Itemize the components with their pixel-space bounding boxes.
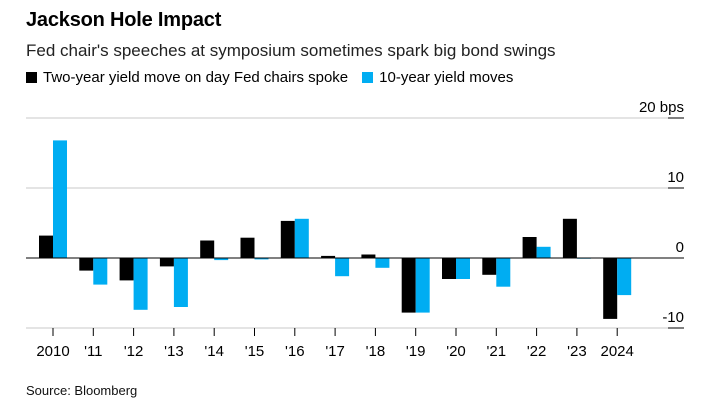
- bar-two-year: [361, 254, 376, 258]
- bar-two-year: [401, 258, 416, 313]
- bar-ten-year: [496, 258, 511, 287]
- bar-two-year: [442, 258, 456, 279]
- bar-ten-year: [173, 258, 188, 307]
- bar-two-year: [200, 240, 215, 258]
- bar-two-year: [562, 218, 577, 258]
- y-tick-label: 0: [676, 239, 684, 256]
- bar-ten-year: [93, 258, 108, 285]
- bar-ten-year: [294, 218, 309, 258]
- x-tick-label: 2024: [601, 343, 634, 360]
- bar-two-year: [39, 235, 53, 258]
- x-tick-label: '11: [84, 343, 102, 360]
- x-tick-label: 2010: [36, 343, 69, 360]
- x-tick-label: '19: [406, 343, 426, 360]
- bar-ten-year: [53, 140, 67, 258]
- bar-two-year: [321, 255, 336, 258]
- bar-ten-year: [254, 258, 269, 260]
- bar-ten-year: [335, 258, 350, 277]
- x-tick-label: '20: [446, 343, 466, 360]
- x-tick-label: '16: [285, 343, 305, 360]
- bar-ten-year: [456, 258, 470, 279]
- y-tick-label: -10: [662, 309, 684, 326]
- y-tick-label: 20 bps: [639, 99, 684, 116]
- bar-two-year: [482, 258, 497, 275]
- chart-title: Jackson Hole Impact: [26, 9, 222, 31]
- x-tick-label: '12: [124, 343, 144, 360]
- bar-ten-year: [536, 246, 551, 258]
- x-tick-label: '22: [527, 343, 547, 360]
- legend-item-ten-year: 10-year yield moves: [362, 69, 513, 86]
- legend-swatch-ten-year: [362, 72, 374, 83]
- bar-two-year: [280, 220, 295, 258]
- bar-ten-year: [617, 258, 632, 296]
- chart-legend: Two-year yield move on day Fed chairs sp…: [26, 69, 527, 86]
- chart-subtitle: Fed chair's speeches at symposium someti…: [26, 41, 556, 60]
- bar-ten-year: [415, 258, 430, 313]
- y-tick-label: 10: [667, 169, 684, 186]
- x-tick-label: '21: [487, 343, 507, 360]
- bar-two-year: [159, 258, 174, 267]
- x-tick-label: '18: [366, 343, 386, 360]
- bar-two-year: [79, 258, 94, 271]
- bar-ten-year: [133, 258, 148, 310]
- legend-swatch-two-year: [26, 72, 37, 83]
- legend-label-two-year: Two-year yield move on day Fed chairs sp…: [43, 69, 349, 86]
- legend-label-ten-year: 10-year yield moves: [379, 69, 514, 86]
- bar-ten-year: [375, 258, 390, 268]
- bar-two-year: [603, 258, 618, 319]
- x-tick-label: '15: [245, 343, 265, 360]
- x-tick-label: '17: [325, 343, 345, 360]
- x-tick-label: '14: [204, 343, 224, 360]
- legend-item-two-year: Two-year yield move on day Fed chairs sp…: [26, 69, 348, 86]
- x-tick-label: '23: [567, 343, 587, 360]
- chart-source: Source: Bloomberg: [26, 383, 138, 398]
- bar-two-year: [522, 237, 537, 258]
- bar-two-year: [240, 237, 255, 258]
- x-tick-label: '13: [164, 343, 184, 360]
- bar-two-year: [119, 258, 134, 281]
- bar-ten-year: [214, 258, 229, 261]
